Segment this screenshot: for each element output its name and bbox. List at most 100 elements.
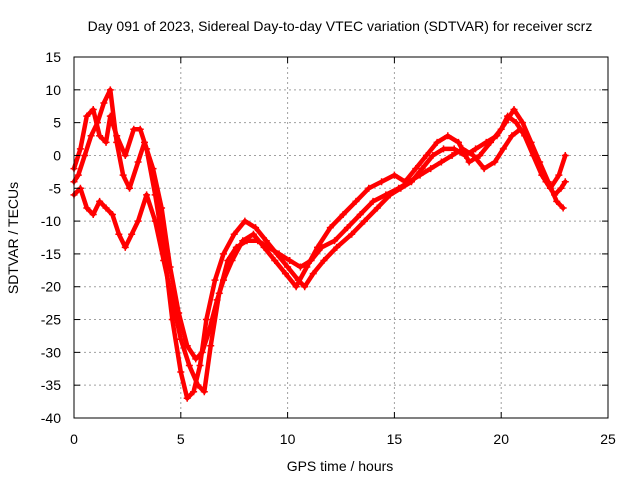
y-tick-label: -20 <box>41 279 61 295</box>
data-point <box>160 256 168 264</box>
y-tick-label: -10 <box>41 213 61 229</box>
x-tick-label: 5 <box>177 431 185 447</box>
data-point <box>480 165 488 173</box>
data-point <box>369 197 377 205</box>
data-point <box>352 197 360 205</box>
data-point <box>190 388 198 396</box>
data-point <box>551 191 559 199</box>
x-tick-label: 10 <box>280 431 296 447</box>
x-tick-label: 20 <box>493 431 509 447</box>
data-point <box>333 243 341 251</box>
data-point <box>469 151 477 159</box>
y-tick-label: 15 <box>45 49 61 65</box>
data-point <box>437 158 445 166</box>
data-point <box>281 270 289 278</box>
data-point <box>254 237 262 245</box>
data-point <box>292 283 300 291</box>
data-point <box>405 178 413 186</box>
data-point <box>74 171 82 179</box>
data-point <box>202 316 210 324</box>
data-point <box>422 151 430 159</box>
data-point <box>365 184 373 192</box>
data-point <box>243 237 251 245</box>
data-point <box>151 217 159 225</box>
data-point <box>510 106 518 114</box>
data-point <box>331 237 339 245</box>
data-point <box>200 388 208 396</box>
data-point <box>192 355 200 363</box>
data-point <box>183 394 191 402</box>
data-point <box>134 217 142 225</box>
data-point <box>534 158 542 166</box>
data-point <box>207 342 215 350</box>
data-point <box>497 125 505 133</box>
data-point <box>309 270 317 278</box>
series-3 <box>70 125 569 396</box>
data-point <box>249 230 257 238</box>
data-point <box>416 171 424 179</box>
data-point <box>158 204 166 212</box>
data-point <box>224 256 232 264</box>
data-point <box>166 263 174 271</box>
data-point <box>504 112 512 120</box>
data-point <box>96 132 104 140</box>
data-point <box>559 204 567 212</box>
data-point <box>516 125 524 133</box>
data-point <box>382 191 390 199</box>
data-point <box>196 361 204 369</box>
data-point <box>252 224 260 232</box>
data-point <box>525 138 533 146</box>
data-point <box>360 217 368 225</box>
data-point <box>136 125 144 133</box>
y-tick-label: 0 <box>53 147 61 163</box>
data-point <box>87 132 95 140</box>
data-point <box>220 250 228 258</box>
data-point <box>177 335 185 343</box>
data-point <box>348 230 356 238</box>
data-point <box>412 165 420 173</box>
data-point <box>81 151 89 159</box>
data-point <box>271 256 279 264</box>
data-point <box>76 145 84 153</box>
data-point <box>390 171 398 179</box>
data-point <box>89 106 97 114</box>
data-point <box>89 211 97 219</box>
y-tick-label: -30 <box>41 344 61 360</box>
data-point <box>561 178 569 186</box>
data-point <box>108 211 116 219</box>
data-point <box>134 158 142 166</box>
data-point <box>450 145 458 153</box>
y-tick-label: 10 <box>45 82 61 98</box>
data-point <box>553 197 561 205</box>
data-point <box>130 125 138 133</box>
data-point <box>491 158 499 166</box>
data-point <box>96 197 104 205</box>
data-point <box>286 256 294 264</box>
data-point <box>444 132 452 140</box>
data-point <box>429 151 437 159</box>
data-point <box>339 211 347 219</box>
data-point <box>356 211 364 219</box>
data-point <box>264 243 272 251</box>
data-point <box>542 178 550 186</box>
data-point <box>198 348 206 356</box>
data-point <box>115 230 123 238</box>
data-point <box>121 151 129 159</box>
chart-title: Day 091 of 2023, Sidereal Day-to-day VTE… <box>88 18 593 34</box>
data-point <box>448 151 456 159</box>
x-tick-label: 15 <box>387 431 403 447</box>
data-point <box>320 256 328 264</box>
data-point <box>433 138 441 146</box>
y-tick-label: -5 <box>49 180 62 196</box>
data-point <box>465 158 473 166</box>
data-point <box>557 184 565 192</box>
data-point <box>211 276 219 284</box>
data-point <box>476 151 484 159</box>
data-point <box>241 217 249 225</box>
data-point <box>561 151 569 159</box>
data-point <box>326 224 334 232</box>
y-tick-label: 5 <box>53 115 61 131</box>
data-point <box>185 361 193 369</box>
data-point <box>232 243 240 251</box>
data-point <box>113 138 121 146</box>
